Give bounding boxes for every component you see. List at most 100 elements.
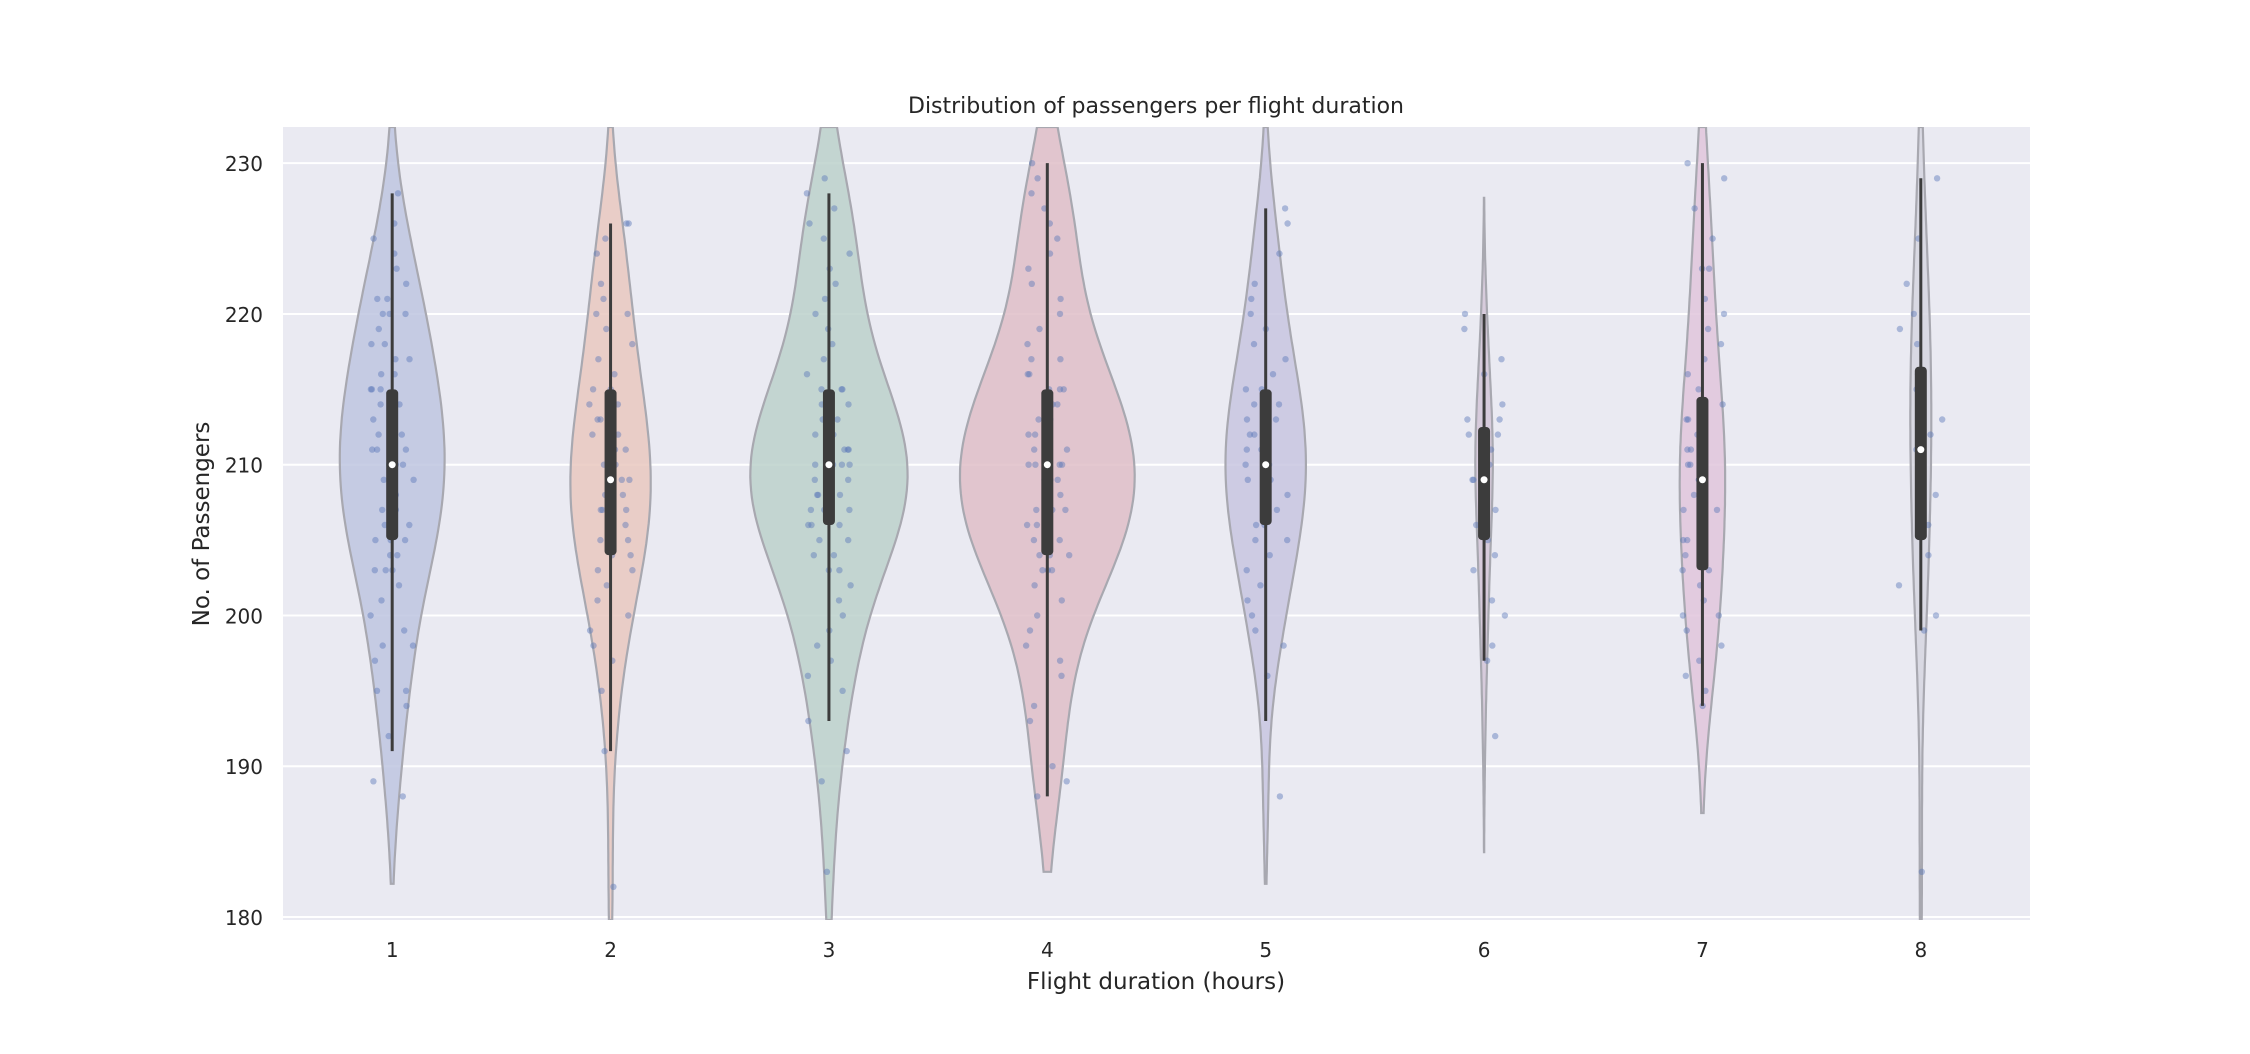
strip-point bbox=[371, 657, 379, 664]
y-tick-label: 230 bbox=[225, 152, 263, 176]
y-tick-label: 210 bbox=[225, 454, 263, 478]
x-tick-labels: 1 2 3 4 5 6 7 8 bbox=[386, 938, 1927, 962]
strip-point bbox=[1939, 416, 1946, 423]
strip-point bbox=[370, 416, 377, 423]
strip-point bbox=[1284, 536, 1291, 544]
strip-point bbox=[374, 295, 381, 303]
strip-point bbox=[1031, 431, 1039, 438]
strip-point bbox=[1028, 280, 1036, 287]
strip-point bbox=[611, 371, 618, 378]
strip-point bbox=[599, 506, 606, 514]
strip-point bbox=[1062, 506, 1069, 514]
strip-point bbox=[589, 431, 596, 438]
strip-point bbox=[841, 446, 848, 453]
strip-point bbox=[1244, 597, 1251, 604]
strip-point bbox=[1032, 461, 1039, 468]
strip-point bbox=[1251, 401, 1258, 408]
strip-point bbox=[829, 340, 836, 348]
strip-point bbox=[1039, 567, 1046, 574]
strip-point bbox=[622, 446, 629, 453]
strip-point bbox=[814, 642, 821, 649]
x-tick-label: 6 bbox=[1478, 938, 1491, 962]
strip-point bbox=[1903, 280, 1910, 287]
strip-point bbox=[1276, 793, 1284, 800]
strip-point bbox=[834, 416, 841, 423]
strip-point bbox=[1028, 190, 1035, 197]
strip-point bbox=[393, 265, 400, 272]
strip-point bbox=[818, 386, 825, 393]
strip-point bbox=[1026, 627, 1034, 634]
strip-point bbox=[803, 371, 811, 378]
strip-point bbox=[844, 446, 851, 453]
strip-point bbox=[1498, 356, 1505, 363]
strip-point bbox=[1056, 536, 1063, 544]
strip-point bbox=[1280, 642, 1287, 649]
strip-point bbox=[377, 401, 384, 408]
strip-point bbox=[1063, 778, 1070, 785]
strip-point bbox=[602, 235, 609, 242]
strip-point bbox=[810, 552, 817, 559]
y-axis-label: No. of Passengers bbox=[189, 422, 215, 627]
strip-point bbox=[1252, 627, 1259, 634]
strip-point bbox=[1057, 295, 1064, 303]
strip-point bbox=[1028, 160, 1036, 167]
strip-point bbox=[836, 567, 843, 574]
strip-point bbox=[1036, 552, 1043, 559]
strip-point bbox=[1488, 597, 1496, 604]
strip-point bbox=[385, 732, 392, 740]
strip-point bbox=[402, 446, 410, 453]
strip-point bbox=[1048, 567, 1056, 574]
median-marker bbox=[1917, 446, 1925, 454]
strip-point bbox=[1058, 672, 1065, 679]
strip-point bbox=[1684, 446, 1691, 453]
strip-point bbox=[625, 612, 632, 619]
strip-point bbox=[1494, 431, 1502, 438]
strip-point bbox=[618, 476, 625, 483]
strip-point bbox=[368, 386, 376, 393]
strip-point bbox=[1054, 401, 1061, 408]
strip-point bbox=[394, 190, 402, 197]
strip-point bbox=[373, 687, 381, 694]
strip-point bbox=[624, 310, 631, 318]
strip-point bbox=[1499, 401, 1506, 408]
strip-point bbox=[1704, 325, 1712, 333]
strip-point bbox=[625, 220, 632, 227]
strip-point bbox=[603, 325, 610, 333]
strip-point bbox=[1243, 416, 1251, 423]
strip-point bbox=[368, 340, 375, 348]
strip-point bbox=[629, 567, 636, 574]
strip-point bbox=[597, 280, 605, 287]
strip-point bbox=[1025, 265, 1032, 272]
strip-point bbox=[1284, 491, 1291, 499]
strip-point bbox=[1713, 506, 1721, 514]
strip-point bbox=[593, 310, 600, 318]
strip-point bbox=[1491, 552, 1499, 559]
strip-point bbox=[1925, 552, 1932, 559]
strip-point bbox=[1252, 536, 1259, 544]
strip-point bbox=[1056, 386, 1064, 393]
strip-point bbox=[814, 491, 822, 499]
strip-point bbox=[402, 310, 409, 318]
strip-point bbox=[623, 506, 630, 514]
strip-point bbox=[1023, 521, 1031, 529]
strip-point bbox=[846, 506, 853, 514]
strip-point bbox=[1031, 446, 1038, 453]
strip-point bbox=[821, 295, 829, 303]
strip-point bbox=[586, 401, 593, 408]
strip-point bbox=[1501, 612, 1509, 619]
strip-point bbox=[823, 868, 831, 875]
strip-point bbox=[845, 476, 852, 483]
strip-point bbox=[594, 416, 601, 423]
x-tick-label: 3 bbox=[823, 938, 836, 962]
strip-point bbox=[1684, 371, 1692, 378]
x-tick-label: 7 bbox=[1696, 938, 1709, 962]
strip-point bbox=[1896, 325, 1904, 333]
strip-point bbox=[375, 431, 382, 438]
strip-point bbox=[409, 642, 417, 649]
strip-point bbox=[373, 446, 381, 453]
strip-point bbox=[811, 476, 818, 483]
strip-point bbox=[392, 356, 399, 363]
strip-point bbox=[812, 461, 819, 468]
strip-point bbox=[1683, 416, 1690, 423]
